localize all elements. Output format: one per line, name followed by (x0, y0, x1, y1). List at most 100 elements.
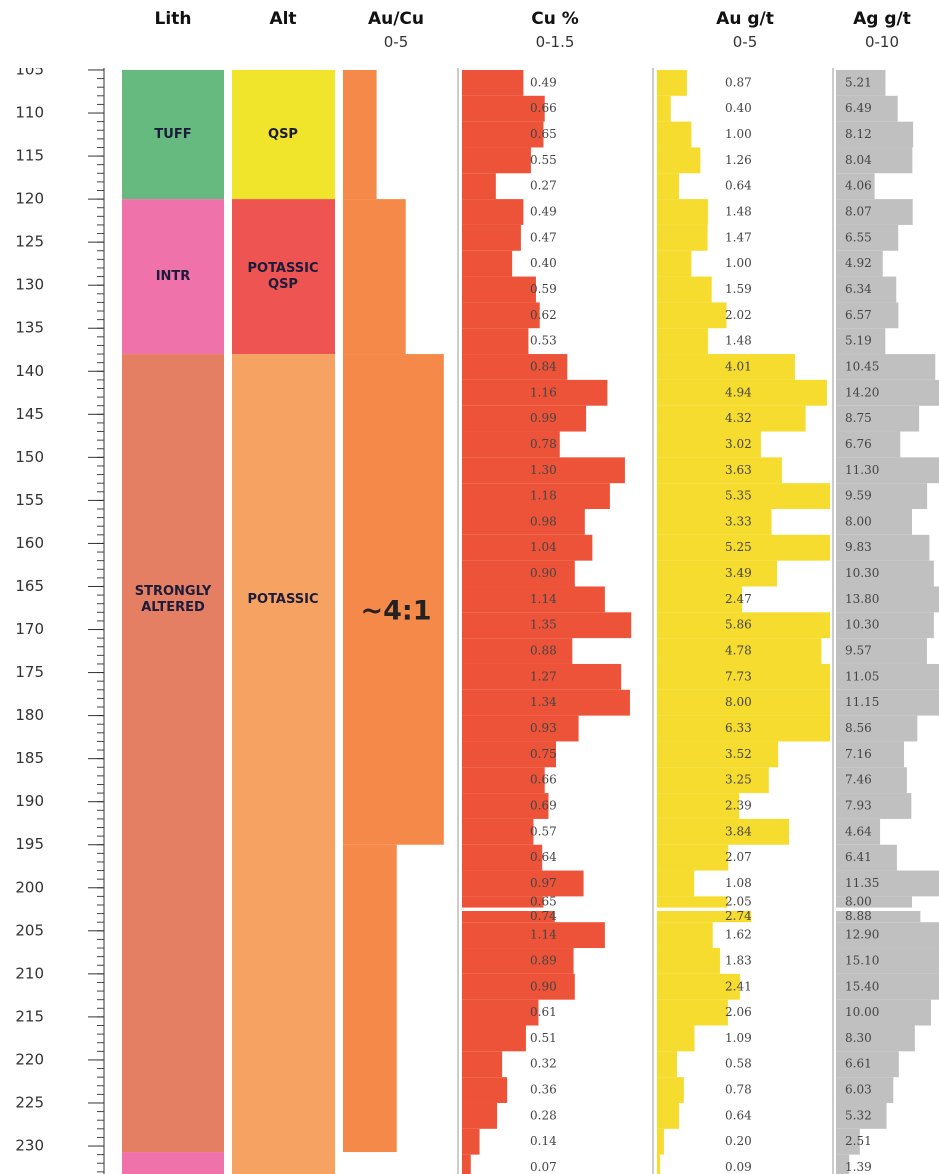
bar (657, 663, 830, 690)
value-label: 0.74 (530, 909, 557, 923)
value-label: 5.32 (845, 1108, 872, 1122)
bar (657, 379, 827, 406)
depth-label: 225 (15, 1093, 44, 1111)
value-label: 0.65 (530, 894, 557, 908)
track-title: Ag g/t (853, 9, 911, 29)
value-label: 7.16 (845, 747, 872, 761)
bar (836, 612, 934, 639)
bar (836, 586, 939, 613)
value-label: 11.35 (845, 876, 879, 890)
value-label: 2.39 (725, 798, 752, 812)
depth-label: 105 (15, 60, 44, 78)
value-label: 8.07 (845, 205, 872, 219)
depth-label: 195 (15, 835, 44, 853)
interval-label: QSP (268, 127, 298, 142)
track-title: Au/Cu (368, 9, 424, 29)
value-label: 5.86 (725, 618, 752, 632)
bar (462, 896, 544, 908)
bar (657, 586, 742, 613)
bar (836, 689, 939, 716)
value-label: 1.83 (725, 953, 752, 967)
bar-track (462, 69, 632, 1174)
value-label: 3.84 (725, 824, 752, 838)
value-label: 8.75 (845, 411, 872, 425)
value-label: 7.46 (845, 773, 872, 787)
interval (232, 69, 335, 200)
value-label: 4.78 (725, 644, 752, 658)
depth-label: 135 (15, 319, 44, 337)
value-label: 3.52 (725, 747, 752, 761)
value-label: 3.63 (725, 463, 752, 477)
value-label: 1.14 (530, 928, 557, 942)
bar (462, 250, 513, 277)
depth-label: 145 (15, 405, 44, 423)
value-label: 8.04 (845, 153, 872, 167)
value-label: 0.75 (530, 747, 557, 761)
value-label: 6.33 (725, 721, 752, 735)
bar (836, 199, 913, 225)
label-track: 0.87 0.40 1.00 1.26 0.64 1.48 1.47 1.00 1.59 2.02… (725, 75, 752, 1174)
bar (836, 1154, 850, 1174)
value-label: 1.47 (725, 230, 752, 244)
ratio-bar (343, 354, 444, 845)
value-label: 2.05 (725, 894, 752, 908)
value-label: 3.49 (725, 566, 752, 580)
value-label: 2.51 (845, 1134, 872, 1148)
bar (836, 457, 939, 484)
bar (462, 509, 585, 535)
ratio-track: ~4:1 (343, 69, 444, 1153)
bar (657, 896, 728, 908)
bar (657, 69, 687, 96)
value-label: 0.49 (530, 205, 557, 219)
bar (657, 1128, 664, 1155)
value-label: 8.88 (845, 909, 872, 923)
value-label: 5.21 (845, 75, 872, 89)
depth-label: 110 (15, 104, 44, 122)
bar (657, 560, 778, 587)
bar (836, 1102, 887, 1129)
value-label: 10.30 (845, 566, 879, 580)
bar (836, 911, 921, 923)
ratio-bar (343, 844, 397, 1153)
depth-label: 190 (15, 792, 44, 810)
value-label: 0.90 (530, 979, 557, 993)
depth-label: 220 (15, 1050, 44, 1068)
interval (122, 69, 224, 200)
value-label: 1.48 (725, 205, 752, 219)
bar (836, 147, 913, 174)
bar-track (836, 69, 939, 1174)
bar (836, 818, 881, 845)
value-label: 0.40 (530, 256, 557, 270)
depth-label: 115 (15, 147, 44, 165)
value-label: 0.93 (530, 721, 557, 735)
depth-label: 170 (15, 620, 44, 638)
value-label: 0.47 (530, 230, 557, 244)
value-label: 13.80 (845, 592, 879, 606)
bar (462, 560, 575, 587)
value-label: 0.27 (530, 179, 557, 193)
bar (836, 276, 897, 303)
bar (836, 224, 899, 251)
bar (657, 870, 695, 897)
bar (836, 534, 930, 561)
value-label: 9.57 (845, 644, 872, 658)
value-label: 2.47 (725, 592, 752, 606)
track-range: 0-10 (865, 33, 899, 51)
bar (462, 276, 536, 303)
interval-label: QSP (268, 277, 298, 292)
bar (462, 95, 545, 122)
bar (657, 1102, 680, 1129)
bar (836, 1077, 894, 1103)
value-label: 4.94 (725, 385, 752, 399)
depth-label: 150 (15, 448, 44, 466)
value-label: 2.02 (725, 308, 752, 322)
bar (836, 379, 939, 406)
depth-label: 165 (15, 577, 44, 595)
interval-label: POTASSIC (247, 592, 318, 607)
value-label: 0.59 (530, 282, 557, 296)
value-label: 10.45 (845, 359, 879, 373)
bar (657, 612, 830, 639)
interval (122, 354, 224, 1153)
